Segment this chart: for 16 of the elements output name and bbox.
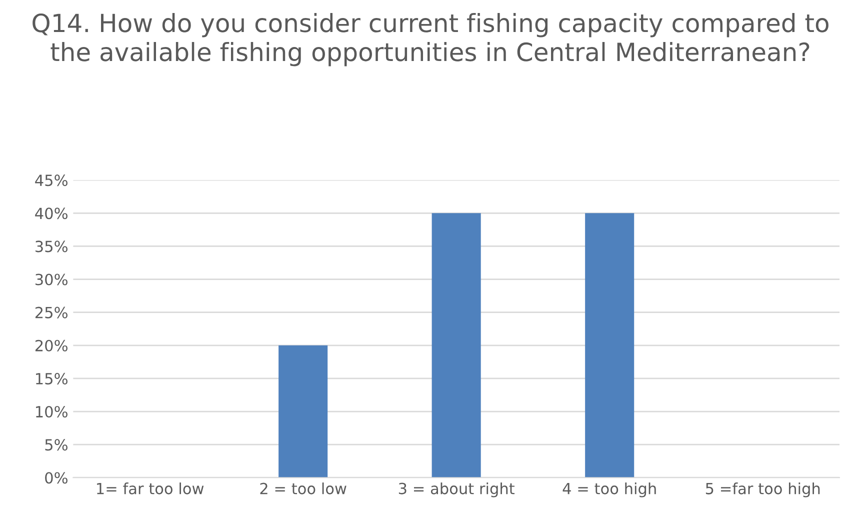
x-tick-label: 2 = too low bbox=[260, 482, 346, 494]
y-tick-label: 35% bbox=[36, 240, 68, 252]
y-tick-label: 10% bbox=[36, 406, 68, 418]
y-tick-label: 40% bbox=[35, 208, 68, 220]
y-tick-label: 20% bbox=[35, 340, 68, 352]
x-tick-label: 3 = about right bbox=[398, 482, 514, 498]
x-tick-label: 4 = too high bbox=[562, 482, 656, 498]
chart-title: Q14. How do you consider current fishing capacity compared to the available fishing opportunities in Central Mediterranean? bbox=[32, 13, 828, 66]
y-tick-label: 15% bbox=[36, 372, 68, 384]
x-tick-label: 1= far too low bbox=[97, 482, 204, 494]
y-tick-label: 0% bbox=[45, 472, 68, 484]
y-tick-label: 45% bbox=[35, 174, 68, 186]
x-tick-label: 5 =far too high bbox=[706, 482, 820, 498]
y-tick-label: 5% bbox=[45, 439, 68, 451]
y-tick-label: 25% bbox=[35, 306, 68, 318]
y-tick-label: 30% bbox=[36, 274, 68, 286]
